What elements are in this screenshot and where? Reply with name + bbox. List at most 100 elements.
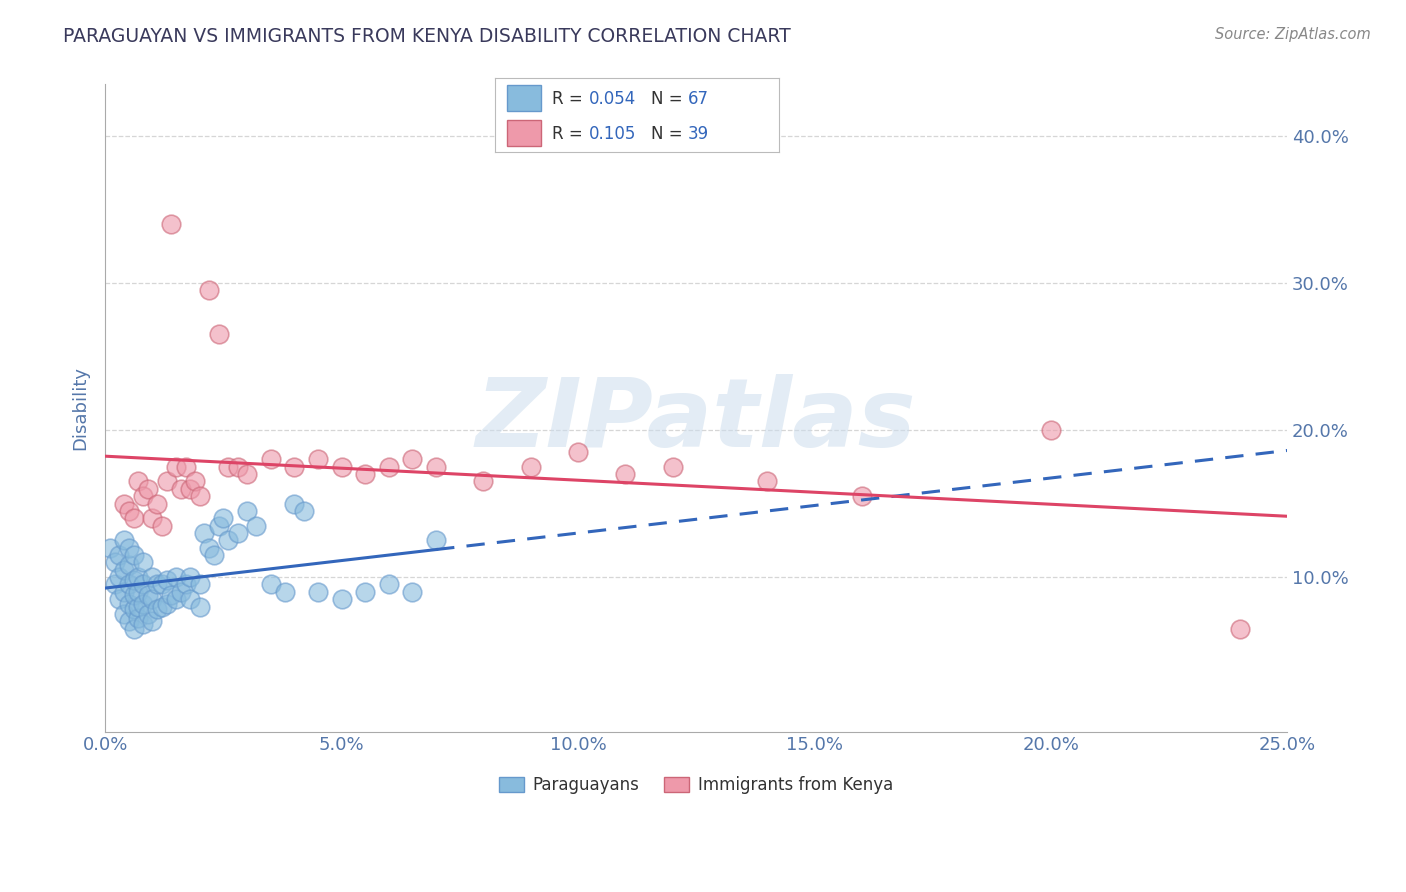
- Point: [156, 475, 179, 489]
- Point: [108, 592, 131, 607]
- Point: [378, 459, 401, 474]
- Point: [146, 602, 169, 616]
- Point: [567, 445, 589, 459]
- Point: [307, 584, 329, 599]
- Point: [208, 518, 231, 533]
- Point: [112, 584, 135, 599]
- Point: [122, 588, 145, 602]
- Point: [132, 489, 155, 503]
- Point: [217, 533, 239, 548]
- Point: [756, 475, 779, 489]
- Point: [146, 577, 169, 591]
- Point: [118, 614, 141, 628]
- Point: [112, 563, 135, 577]
- Point: [108, 548, 131, 562]
- Point: [217, 459, 239, 474]
- Point: [1039, 423, 1062, 437]
- Point: [198, 541, 221, 555]
- Point: [283, 497, 305, 511]
- Point: [136, 588, 159, 602]
- Point: [160, 217, 183, 231]
- Point: [156, 573, 179, 587]
- Point: [150, 577, 173, 591]
- Point: [354, 584, 377, 599]
- Point: [260, 577, 283, 591]
- Point: [108, 570, 131, 584]
- Point: [179, 482, 201, 496]
- Point: [661, 459, 683, 474]
- Point: [118, 558, 141, 573]
- Point: [614, 467, 637, 482]
- Point: [122, 548, 145, 562]
- Point: [307, 452, 329, 467]
- Point: [122, 622, 145, 636]
- Point: [260, 452, 283, 467]
- Text: PARAGUAYAN VS IMMIGRANTS FROM KENYA DISABILITY CORRELATION CHART: PARAGUAYAN VS IMMIGRANTS FROM KENYA DISA…: [63, 27, 792, 45]
- Point: [165, 570, 187, 584]
- Point: [226, 459, 249, 474]
- Point: [165, 592, 187, 607]
- Point: [98, 541, 121, 555]
- Point: [236, 504, 259, 518]
- Point: [118, 541, 141, 555]
- Point: [236, 467, 259, 482]
- Point: [156, 597, 179, 611]
- Point: [104, 555, 127, 569]
- Point: [174, 577, 197, 591]
- Point: [245, 518, 267, 533]
- Point: [184, 475, 207, 489]
- Point: [132, 555, 155, 569]
- Text: Source: ZipAtlas.com: Source: ZipAtlas.com: [1215, 27, 1371, 42]
- Point: [112, 497, 135, 511]
- Point: [132, 617, 155, 632]
- Point: [188, 489, 211, 503]
- Point: [179, 570, 201, 584]
- Point: [354, 467, 377, 482]
- Legend: Paraguayans, Immigrants from Kenya: Paraguayans, Immigrants from Kenya: [492, 770, 900, 801]
- Point: [132, 597, 155, 611]
- Point: [127, 584, 149, 599]
- Point: [202, 548, 225, 562]
- Point: [188, 599, 211, 614]
- Point: [141, 511, 163, 525]
- Point: [118, 504, 141, 518]
- Point: [425, 533, 447, 548]
- Point: [851, 489, 873, 503]
- Point: [146, 497, 169, 511]
- Point: [226, 525, 249, 540]
- Point: [198, 283, 221, 297]
- Point: [330, 459, 353, 474]
- Point: [401, 452, 423, 467]
- Point: [1229, 622, 1251, 636]
- Point: [193, 525, 215, 540]
- Point: [112, 533, 135, 548]
- Point: [472, 475, 495, 489]
- Point: [141, 570, 163, 584]
- Point: [519, 459, 541, 474]
- Point: [104, 577, 127, 591]
- Point: [127, 475, 149, 489]
- Y-axis label: Disability: Disability: [72, 366, 89, 450]
- Point: [188, 577, 211, 591]
- Point: [170, 584, 193, 599]
- Point: [179, 592, 201, 607]
- Point: [112, 607, 135, 621]
- Point: [330, 592, 353, 607]
- Point: [122, 573, 145, 587]
- Point: [136, 482, 159, 496]
- Point: [150, 518, 173, 533]
- Point: [378, 577, 401, 591]
- Point: [122, 511, 145, 525]
- Point: [208, 327, 231, 342]
- Point: [127, 570, 149, 584]
- Point: [274, 584, 297, 599]
- Point: [118, 577, 141, 591]
- Point: [150, 599, 173, 614]
- Point: [174, 459, 197, 474]
- Point: [141, 614, 163, 628]
- Point: [283, 459, 305, 474]
- Point: [292, 504, 315, 518]
- Point: [401, 584, 423, 599]
- Point: [212, 511, 235, 525]
- Text: ZIPatlas: ZIPatlas: [475, 375, 917, 467]
